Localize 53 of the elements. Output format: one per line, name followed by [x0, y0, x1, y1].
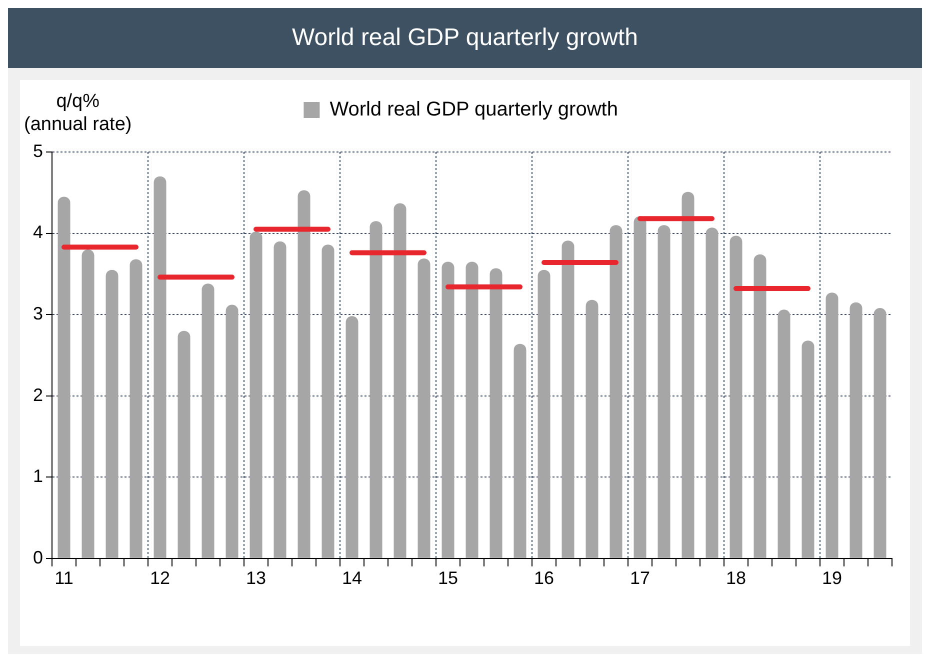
- bar: [202, 284, 214, 558]
- bar: [634, 216, 646, 558]
- bar: [130, 259, 142, 558]
- x-tick-label: 11: [54, 568, 74, 588]
- x-tick-label: 15: [438, 568, 458, 588]
- bar: [682, 192, 694, 558]
- bar: [394, 203, 406, 558]
- bar: [322, 244, 334, 558]
- bar: [706, 228, 718, 558]
- y-tick-label: 1: [32, 466, 44, 486]
- bar: [178, 330, 190, 558]
- bar: [346, 316, 358, 558]
- bar: [802, 340, 814, 558]
- bar: [442, 262, 454, 558]
- bar: [82, 250, 94, 558]
- y-tick-label: 4: [32, 222, 44, 242]
- bar: [226, 304, 238, 558]
- x-tick-label: 14: [342, 568, 362, 588]
- bar: [778, 310, 790, 558]
- bar: [754, 254, 766, 558]
- y-tick-label: 5: [32, 140, 44, 161]
- bar: [538, 270, 550, 558]
- bar: [850, 302, 862, 558]
- bar: [418, 258, 430, 558]
- legend-label: World real GDP quarterly growth: [330, 98, 618, 121]
- chart-title: World real GDP quarterly growth: [8, 8, 922, 68]
- bar: [106, 270, 118, 558]
- bar: [874, 308, 886, 558]
- x-tick-label: 12: [150, 568, 170, 588]
- bar: [298, 190, 310, 558]
- x-tick-label: 19: [822, 568, 842, 588]
- y-tick-label: 3: [32, 304, 44, 324]
- bar: [658, 225, 670, 558]
- x-tick-label: 17: [630, 568, 650, 588]
- bar: [730, 236, 742, 558]
- bar: [562, 240, 574, 558]
- bar: [490, 268, 502, 558]
- x-tick-label: 16: [534, 568, 554, 588]
- bar: [58, 196, 70, 558]
- bar: [514, 344, 526, 558]
- bar: [466, 262, 478, 558]
- y-axis-title: q/q% (annual rate): [24, 90, 132, 136]
- bar: [586, 300, 598, 558]
- bar: [274, 241, 286, 558]
- bar: [370, 221, 382, 558]
- y-tick-label: 0: [32, 547, 44, 568]
- bar: [610, 225, 622, 558]
- bar: [154, 176, 166, 558]
- x-tick-label: 18: [726, 568, 746, 588]
- y-tick-label: 2: [32, 384, 44, 405]
- x-tick-label: 13: [246, 568, 266, 588]
- bar: [826, 292, 838, 558]
- bar: [250, 232, 262, 558]
